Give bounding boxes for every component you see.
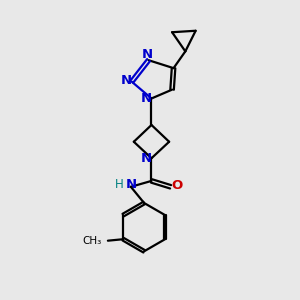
- Text: O: O: [172, 179, 183, 192]
- Text: N: N: [141, 92, 152, 105]
- Text: H: H: [115, 178, 124, 191]
- Text: N: N: [120, 74, 131, 87]
- Text: N: N: [141, 152, 152, 165]
- Text: CH₃: CH₃: [83, 236, 102, 246]
- Text: N: N: [142, 48, 153, 61]
- Text: N: N: [125, 178, 136, 191]
